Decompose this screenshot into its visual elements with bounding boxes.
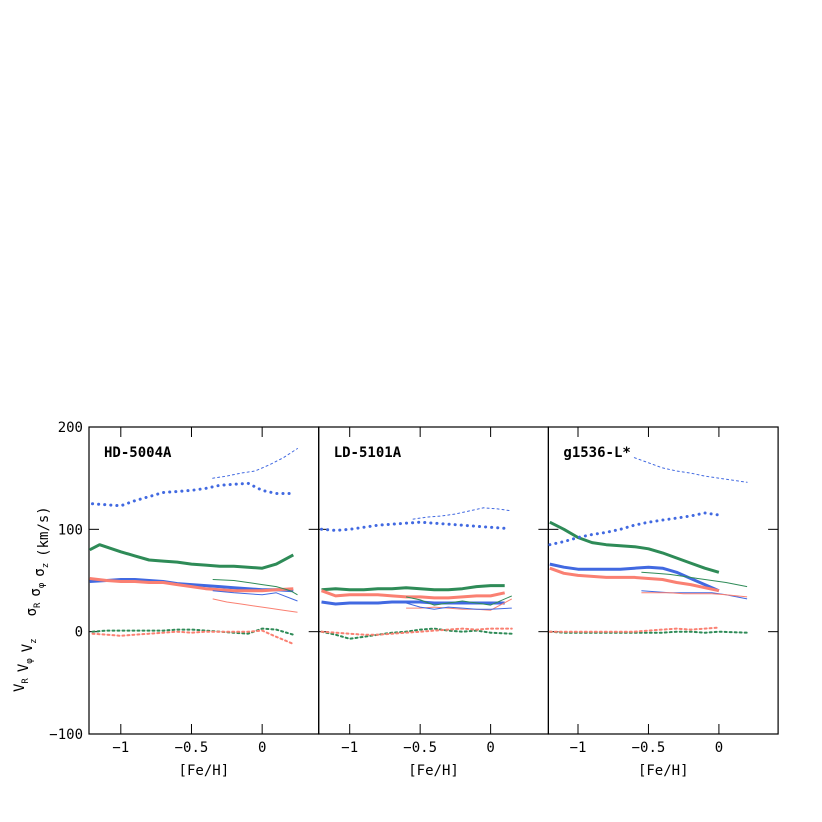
series-line <box>89 577 294 593</box>
y-label-unit: (km/s) <box>36 506 52 557</box>
x-tick-label: −1 <box>112 740 129 756</box>
series-line <box>212 579 298 596</box>
series-line <box>212 598 298 613</box>
series-line <box>320 520 507 532</box>
y-label-subscript: φ <box>37 582 47 588</box>
series-line <box>549 566 720 593</box>
series-line <box>641 592 748 598</box>
y-axis-label: VRVφVzσRσφσz(km/s) <box>12 506 52 692</box>
series-line <box>549 520 720 574</box>
series-line <box>212 448 298 479</box>
x-tick-label: 0 <box>486 740 494 756</box>
x-tick-label: 0 <box>258 740 266 756</box>
y-label-symbol: σ <box>28 588 44 596</box>
panel-frame <box>318 426 550 735</box>
y-label-symbol: σ <box>32 568 48 576</box>
series-line <box>641 571 748 588</box>
series-line <box>89 543 295 570</box>
x-tick-label: −0.5 <box>403 740 437 756</box>
y-label-subscript: φ <box>25 658 35 664</box>
y-label-subscript: z <box>41 563 51 568</box>
panel-title: LD-5101A <box>334 445 402 461</box>
y-label-subscript: R <box>21 678 31 684</box>
x-tick-label: 0 <box>715 740 723 756</box>
series-line <box>405 602 512 610</box>
series-line <box>633 457 748 483</box>
x-tick-label: −0.5 <box>175 740 209 756</box>
y-label-symbol: σ <box>24 608 40 616</box>
y-tick-label: 0 <box>75 625 83 641</box>
y-label-symbol: V <box>20 643 36 652</box>
series-line <box>412 507 513 520</box>
y-tick-label: −100 <box>49 727 83 743</box>
series-line <box>548 511 721 547</box>
y-label-subscript: z <box>29 638 39 643</box>
panel-title: g1536-L* <box>563 445 630 461</box>
y-label-symbol: V <box>12 683 28 692</box>
y-tick-label: 100 <box>58 522 83 538</box>
y-tick-label: 200 <box>58 420 83 436</box>
x-tick-label: −0.5 <box>632 740 666 756</box>
x-axis-label: [Fe/H] <box>179 763 230 779</box>
series-line <box>321 584 505 592</box>
series-line <box>641 590 748 600</box>
series-line <box>549 562 720 593</box>
series-line <box>320 589 506 600</box>
series-line <box>91 629 295 645</box>
series-line <box>320 627 513 636</box>
panel-frame <box>547 426 779 735</box>
x-tick-label: −1 <box>341 740 358 756</box>
x-tick-label: −1 <box>570 740 587 756</box>
x-axis-label: [Fe/H] <box>408 763 459 779</box>
panel-title: HD-5004A <box>104 445 172 461</box>
y-label-subscript: R <box>33 602 43 608</box>
series-line <box>91 481 292 508</box>
series-line <box>405 595 512 606</box>
x-axis-label: [Fe/H] <box>638 763 689 779</box>
series-line <box>212 590 298 602</box>
series-line <box>320 627 513 640</box>
y-label-symbol: V <box>16 663 32 672</box>
series-line <box>548 626 720 633</box>
